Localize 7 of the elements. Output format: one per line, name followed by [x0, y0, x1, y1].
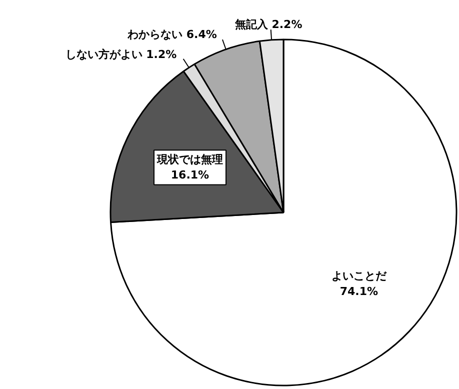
- slice-label: よいことだ: [331, 269, 388, 282]
- slice-label: 現状では無理: [156, 153, 223, 166]
- slice-label: わからない 6.4%: [126, 28, 217, 42]
- data-label: 74.1%: [340, 285, 378, 298]
- slice-label: しない方がよい 1.2%: [65, 48, 177, 62]
- slice-label: 無記入 2.2%: [234, 18, 302, 31]
- data-label: 16.1%: [170, 168, 210, 182]
